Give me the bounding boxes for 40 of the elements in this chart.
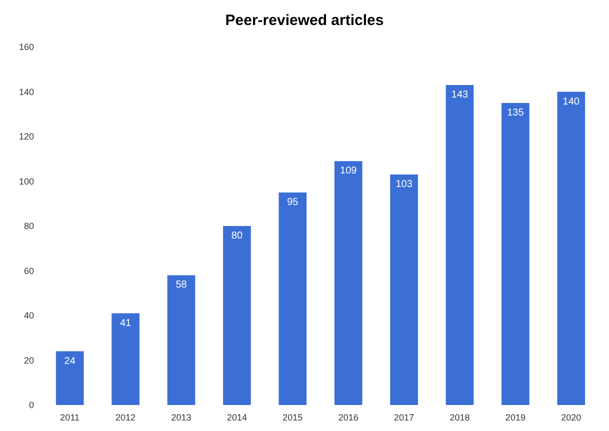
x-tick-label: 2019 [505,412,526,422]
data-label: 103 [396,179,413,190]
bar [223,226,251,405]
x-tick-label: 2020 [561,412,582,422]
bar [56,351,84,405]
bar [446,85,474,405]
x-tick-label: 2011 [60,412,80,422]
y-tick-label: 0 [28,400,34,410]
data-label: 41 [120,318,132,329]
data-label: 135 [507,107,524,118]
y-tick-label: 120 [18,132,34,142]
x-tick-label: 2018 [450,412,470,422]
bar [167,275,196,405]
bar [502,102,530,405]
y-tick-label: 40 [24,310,34,320]
data-label: 58 [176,280,188,291]
x-tick-label: 2013 [171,412,192,422]
bar [390,174,418,405]
x-tick-label: 2017 [394,412,414,422]
x-tick-label: 2012 [116,412,136,422]
bar [112,313,140,405]
data-label: 95 [287,196,299,208]
y-tick-label: 80 [24,221,34,231]
y-tick-label: 20 [24,355,34,366]
y-tick-label: 60 [24,266,34,276]
data-label: 109 [340,166,358,177]
data-label: 143 [451,90,469,101]
x-tick-label: 2016 [338,412,358,422]
data-label: 24 [64,356,76,367]
data-label: 140 [562,96,580,108]
x-tick-label: 2015 [282,412,303,422]
y-tick-label: 140 [18,86,34,97]
bar [334,161,362,405]
y-tick-label: 160 [18,42,34,52]
data-label: 80 [231,230,243,242]
bar [557,92,586,405]
x-tick-label: 2014 [226,412,247,422]
bar [278,192,307,405]
chart-title: Peer-reviewed articles [225,12,384,29]
y-tick-label: 100 [18,176,34,186]
